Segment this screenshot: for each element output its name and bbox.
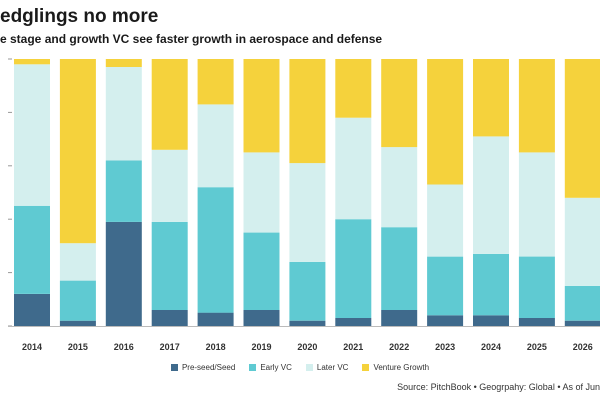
bar-segment-2020-later-vc (289, 163, 326, 262)
legend-item-pre-seed-seed: Pre-seed/Seed (170, 363, 236, 372)
bar-segment-2023-pre-seed-seed (427, 315, 464, 326)
chart-title: edglings no more (0, 6, 159, 27)
bar-segment-2021-early-vc (335, 219, 372, 318)
bar-segment-2018-venture-growth (197, 59, 234, 105)
bar-segment-2017-pre-seed-seed (151, 310, 188, 326)
x-tick-label: 2019 (251, 342, 271, 352)
bar-segment-2019-later-vc (243, 152, 280, 233)
legend-swatch-pre-seed-seed (170, 364, 178, 371)
legend-item-later-vc: Later VC (305, 363, 349, 372)
x-tick-label: 2018 (206, 342, 226, 352)
bar-segment-2025-venture-growth (518, 59, 555, 153)
x-tick-label: 2014 (22, 342, 42, 352)
legend-item-early-vc: Early VC (249, 363, 292, 372)
bar-segment-2025-early-vc (518, 256, 555, 318)
bar-segment-2022-later-vc (381, 147, 418, 228)
bar-segment-2018-early-vc (197, 187, 234, 313)
bar-segment-2023-venture-growth (427, 59, 464, 185)
bar-segment-2015-pre-seed-seed (59, 320, 96, 326)
legend-label-venture-growth: Venture Growth (373, 363, 430, 372)
bar-segment-2021-venture-growth (335, 59, 372, 118)
legend-label-later-vc: Later VC (316, 363, 349, 372)
bar-segment-2015-early-vc (59, 280, 96, 321)
stacked-bar-chart: 2014 2015 2016 2017 2018 2019 2020 2021 2022 2023… (8, 58, 600, 352)
bar-segment-2014-early-vc (14, 205, 50, 294)
bar-segment-2020-early-vc (289, 261, 326, 321)
bar-segment-2022-venture-growth (381, 59, 418, 148)
legend-swatch-early-vc (249, 364, 257, 371)
bar-segment-2021-pre-seed-seed (335, 318, 372, 326)
bar-segment-2017-venture-growth (151, 59, 188, 150)
bar-segment-2020-venture-growth (289, 59, 326, 164)
x-tick-label: 2025 (527, 342, 547, 352)
bar-segment-2015-later-vc (59, 243, 96, 281)
bar-segment-2026-later-vc (564, 197, 600, 286)
bar-segment-2024-pre-seed-seed (473, 315, 509, 326)
legend-swatch-venture-growth (362, 364, 370, 371)
bar-segment-2014-pre-seed-seed (14, 294, 50, 326)
legend-label-pre-seed-seed: Pre-seed/Seed (181, 363, 236, 372)
bar-segment-2014-later-vc (14, 64, 50, 206)
bar-segment-2016-pre-seed-seed (105, 221, 142, 326)
bar-segment-2020-pre-seed-seed (289, 320, 326, 326)
bar-segment-2023-later-vc (427, 184, 464, 257)
bar-segment-2022-early-vc (381, 227, 418, 310)
legend-label-early-vc: Early VC (260, 363, 292, 372)
bar-segment-2024-later-vc (473, 136, 509, 254)
bar-segment-2022-pre-seed-seed (381, 310, 418, 326)
source-note: Source: PitchBook • Geogrpahy: Global • … (397, 382, 600, 392)
x-tick-label: 2021 (343, 342, 363, 352)
bar-segment-2019-venture-growth (243, 59, 280, 153)
legend-item-venture-growth: Venture Growth (362, 363, 429, 372)
bar-segment-2019-pre-seed-seed (243, 310, 280, 326)
bar-segment-2026-early-vc (564, 285, 600, 321)
bar-segment-2016-later-vc (105, 67, 142, 161)
x-tick-label: 2026 (573, 342, 593, 352)
legend: Pre-seed/Seed Early VC Later VC Venture … (0, 363, 600, 372)
bar-segment-2025-later-vc (518, 152, 555, 257)
bar-segment-2014-venture-growth (14, 59, 50, 65)
x-tick-label: 2023 (435, 342, 455, 352)
bar-segment-2026-pre-seed-seed (564, 320, 600, 326)
bar-segment-2018-later-vc (197, 104, 234, 188)
bar-segment-2024-venture-growth (473, 59, 509, 137)
chart-subtitle: e stage and growth VC see faster growth … (0, 32, 383, 46)
x-tick-label: 2017 (160, 342, 180, 352)
x-tick-label: 2024 (481, 342, 501, 352)
bar-segment-2018-pre-seed-seed (197, 312, 234, 326)
bar-segment-2017-early-vc (151, 221, 188, 310)
bar-segment-2015-venture-growth (59, 59, 96, 244)
bar-segment-2025-pre-seed-seed (518, 318, 555, 326)
x-tick-label: 2022 (389, 342, 409, 352)
bar-segment-2026-venture-growth (564, 59, 600, 198)
bar-segment-2019-early-vc (243, 232, 280, 310)
bar-segment-2016-venture-growth (105, 59, 142, 67)
x-tick-label: 2020 (297, 342, 317, 352)
legend-swatch-later-vc (305, 364, 313, 371)
bar-segment-2016-early-vc (105, 160, 142, 222)
bar-segment-2017-later-vc (151, 149, 188, 222)
bar-segment-2021-later-vc (335, 117, 372, 220)
x-tick-label: 2016 (114, 342, 134, 352)
bar-segment-2023-early-vc (427, 256, 464, 316)
bar-segment-2024-early-vc (473, 253, 509, 316)
x-tick-label: 2015 (68, 342, 88, 352)
